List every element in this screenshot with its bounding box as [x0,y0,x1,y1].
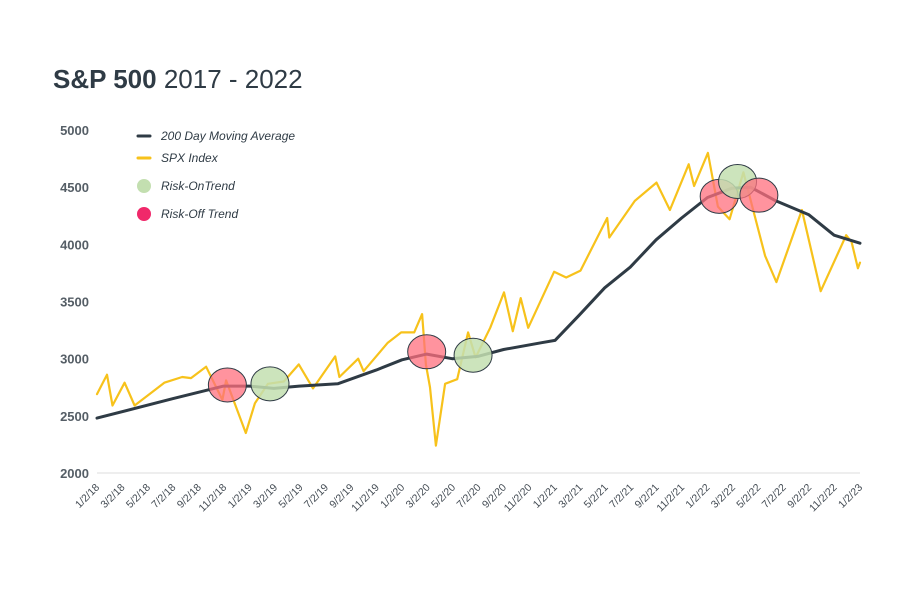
legend-label: 200 Day Moving Average [160,129,295,143]
risk-off-marker [207,367,247,403]
y-tick-label: 2000 [60,466,89,481]
legend: 200 Day Moving Average SPX Index Risk-OnTr… [136,129,295,221]
y-tick-label: 3500 [60,295,89,310]
risk-off-marker [407,334,447,370]
risk-on-marker [453,337,493,373]
x-tick-label: 7/2/22 [760,482,789,511]
x-tick-label: 1/2/21 [531,482,560,511]
legend-label: Risk-Off Trend [161,207,238,221]
x-tick-label: 5/2/20 [429,482,458,511]
chart-title-bold: S&P 500 [53,64,157,94]
x-tick-label: 11/2/21 [654,482,687,515]
y-tick-label: 3000 [60,352,89,367]
y-tick-label: 2500 [60,409,89,424]
x-tick-label: 1/2/20 [378,482,407,511]
y-tick-label: 5000 [60,123,89,138]
x-tick-label: 5/2/22 [734,482,763,511]
risk-on-marker [250,366,290,402]
x-axis: 1/2/183/2/185/2/187/2/189/2/1811/2/181/2… [73,482,865,515]
x-tick-label: 11/2/22 [807,482,840,515]
x-tick-label: 7/2/19 [302,482,331,511]
x-tick-label: 3/2/22 [709,482,738,511]
marker-layer [207,163,779,403]
x-tick-label: 7/2/20 [454,482,483,511]
y-axis: 5000 4500 4000 3500 3000 2500 2000 [60,123,860,481]
x-tick-label: 3/2/21 [556,482,585,511]
x-tick-label: 11/2/18 [197,482,230,515]
x-tick-label: 3/2/20 [404,482,433,511]
x-tick-label: 5/2/18 [124,482,153,511]
y-tick-label: 4000 [60,237,89,252]
risk-off-marker [739,177,779,213]
x-tick-label: 1/2/18 [73,482,102,511]
x-tick-label: 3/2/18 [98,482,127,511]
x-tick-label: 7/2/18 [149,482,178,511]
x-tick-label: 1/2/19 [226,482,255,511]
x-tick-label: 1/2/23 [836,482,865,511]
x-tick-label: 11/2/20 [502,482,535,515]
legend-label: Risk-OnTrend [161,179,235,193]
x-tick-label: 3/2/19 [251,482,280,511]
legend-risk-on-swatch [137,179,151,193]
y-tick-label: 4500 [60,180,89,195]
legend-label: SPX Index [161,151,219,165]
x-tick-label: 1/2/22 [683,482,712,511]
x-tick-label: 7/2/21 [607,482,636,511]
x-tick-label: 11/2/19 [349,482,382,515]
legend-risk-off-swatch [137,207,151,221]
x-tick-label: 5/2/19 [276,482,305,511]
chart-title-rest: 2017 - 2022 [156,64,303,94]
chart-title: S&P 500 2017 - 2022 [53,64,303,95]
x-tick-label: 5/2/21 [582,482,611,511]
